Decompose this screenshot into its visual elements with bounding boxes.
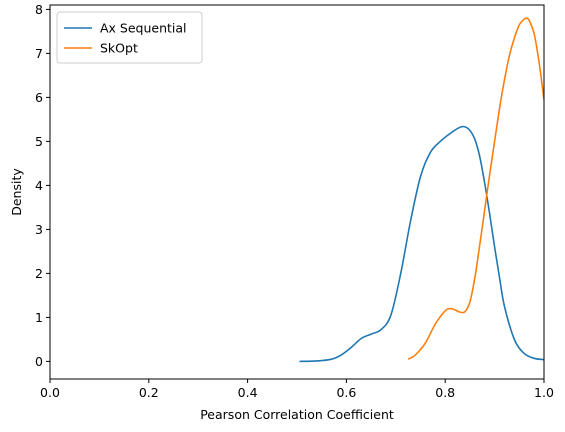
y-tick-label: 2 bbox=[35, 266, 43, 281]
series-layer bbox=[299, 17, 544, 363]
y-tick-label: 7 bbox=[35, 46, 43, 61]
legend-label-0: Ax Sequential bbox=[100, 21, 187, 36]
x-tick-label: 0.8 bbox=[435, 385, 455, 400]
legend-label-1: SkOpt bbox=[100, 41, 138, 56]
y-tick-label: 5 bbox=[35, 134, 43, 149]
series-line-0 bbox=[299, 125, 544, 363]
plot-frame bbox=[49, 4, 545, 380]
x-tick-label: 0.6 bbox=[336, 385, 356, 400]
legend: Ax Sequential SkOpt bbox=[56, 11, 203, 64]
x-tick-label: 1.0 bbox=[534, 385, 554, 400]
y-tick-label: 0 bbox=[35, 354, 43, 369]
y-tick-label: 1 bbox=[35, 310, 43, 325]
x-tick-label: 0.2 bbox=[139, 385, 159, 400]
x-tick-label: 0.4 bbox=[238, 385, 258, 400]
y-tick-label: 3 bbox=[35, 222, 43, 237]
y-axis-label: Density bbox=[9, 168, 24, 216]
y-tick-label: 6 bbox=[35, 90, 43, 105]
x-axis-label: Pearson Correlation Coefficient bbox=[200, 407, 394, 422]
x-tick-label: 0.0 bbox=[40, 385, 60, 400]
legend-box bbox=[56, 11, 203, 64]
y-tick-label: 4 bbox=[35, 178, 43, 193]
y-axis: 0 1 2 3 4 5 6 7 8 bbox=[35, 2, 50, 369]
series-line-1 bbox=[407, 17, 544, 360]
x-axis: 0.0 0.2 0.4 0.6 0.8 1.0 bbox=[40, 379, 554, 400]
y-tick-label: 8 bbox=[35, 2, 43, 17]
